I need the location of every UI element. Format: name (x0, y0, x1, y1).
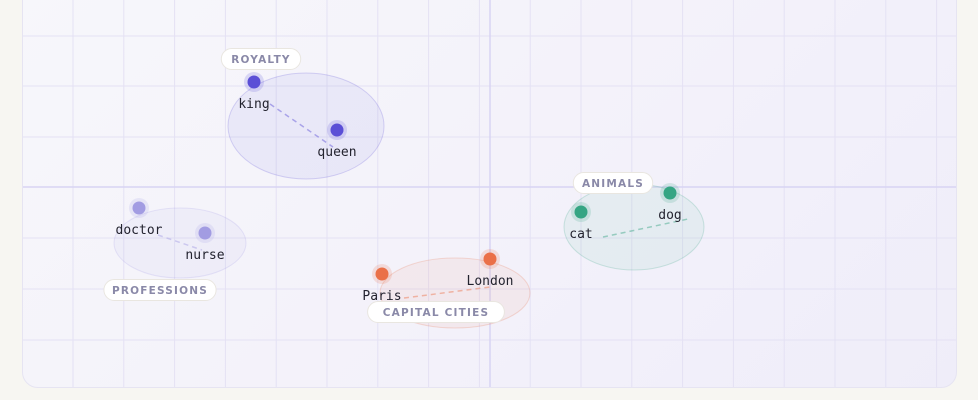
word-label: dog (658, 208, 681, 223)
cluster-region (113, 207, 247, 279)
cluster-label: ANIMALS (582, 178, 644, 190)
cluster-capital-cities: Paris London CAPITAL CITIES (362, 249, 531, 329)
cluster-animals: cat dog ANIMALS (563, 172, 705, 271)
word-label: king (238, 97, 269, 112)
cluster-region (227, 72, 385, 180)
cluster-label-pill: CAPITAL CITIES (367, 301, 505, 323)
pill-background (367, 301, 505, 323)
cluster-label: ROYALTY (231, 54, 290, 66)
word-point (483, 252, 497, 266)
word-label: Paris (362, 289, 401, 304)
word-point (375, 267, 389, 281)
word-label: cat (569, 227, 592, 242)
relation-line (602, 218, 689, 238)
cluster-royalty: king queen ROYALTY (220, 48, 385, 180)
word-point (132, 201, 146, 215)
cluster-label: PROFESSIONS (112, 285, 208, 297)
pill-background (220, 48, 302, 70)
word-label: queen (317, 145, 356, 160)
pill-background (572, 172, 654, 194)
word-label: doctor (116, 223, 163, 238)
pill-background (103, 279, 217, 301)
cluster-professions: doctor nurse PROFESSIONS (103, 198, 247, 301)
relation-line (403, 286, 491, 299)
word-label: nurse (185, 248, 224, 263)
relation-line (157, 234, 203, 251)
cluster-label-pill: ROYALTY (220, 48, 302, 70)
word-point (574, 205, 588, 219)
cluster-label-pill: ANIMALS (572, 172, 654, 194)
cluster-label-pill: PROFESSIONS (103, 279, 217, 301)
cluster-label: CAPITAL CITIES (383, 307, 489, 319)
word-label: London (467, 274, 514, 289)
word-point (663, 186, 677, 200)
word-point (247, 75, 261, 89)
relation-line (269, 103, 334, 148)
word-point (198, 226, 212, 240)
word-point (330, 123, 344, 137)
